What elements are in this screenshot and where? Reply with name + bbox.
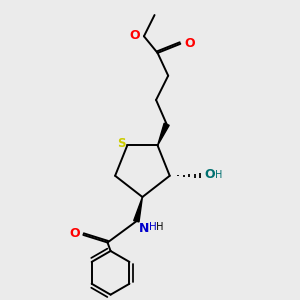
Polygon shape <box>134 197 142 222</box>
Text: H: H <box>214 169 222 180</box>
Text: H: H <box>153 223 164 232</box>
Text: O: O <box>69 227 80 240</box>
Text: H: H <box>149 223 157 232</box>
Text: O: O <box>130 29 140 42</box>
Polygon shape <box>158 123 169 146</box>
Text: O: O <box>204 168 215 181</box>
Text: N: N <box>139 223 149 236</box>
Text: S: S <box>118 136 126 149</box>
Text: O: O <box>184 37 195 50</box>
